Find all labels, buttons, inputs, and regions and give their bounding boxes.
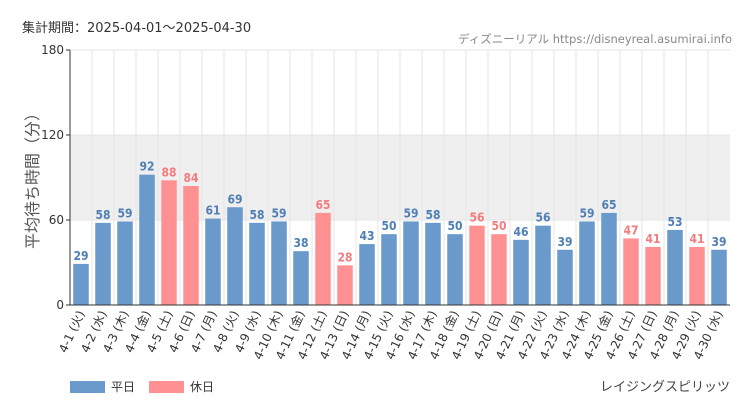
bar (227, 207, 243, 305)
bar (315, 212, 331, 305)
bar-value-label: 65 (315, 198, 330, 212)
bar (139, 174, 155, 305)
bar (95, 222, 111, 305)
bar (161, 180, 177, 305)
bar (469, 225, 485, 305)
bar (271, 221, 287, 305)
bar (623, 238, 639, 305)
bar-value-label: 53 (667, 215, 682, 229)
bar-value-label: 56 (469, 211, 484, 225)
bar-value-label: 28 (337, 250, 352, 264)
bar (601, 212, 617, 305)
chart-bars (73, 174, 727, 305)
chart-value-labels: 29 58 59 92 88 84 61 69 58 59 38 65 28 43 50 59 58 50 56 50… (73, 160, 726, 265)
chart-grid (70, 49, 730, 305)
bar (117, 221, 133, 305)
bar (337, 265, 353, 305)
bar (513, 239, 529, 305)
legend-item-weekday: 平日 (70, 378, 135, 395)
bar-value-label: 39 (711, 235, 726, 249)
bar-value-label: 59 (271, 206, 286, 220)
bar-value-label: 92 (139, 160, 154, 174)
bar (381, 234, 397, 305)
y-axis-ticks: 0 60 120 180 (41, 43, 70, 312)
legend-swatch-holiday (149, 380, 185, 393)
bar-value-label: 59 (403, 206, 418, 220)
bar-value-label: 39 (557, 235, 572, 249)
bar-value-label: 59 (117, 206, 132, 220)
bar (535, 225, 551, 305)
x-axis-ticks: 4-1 (火)4-2 (水)4-3 (木)4-4 (金)4-5 (土)4-6 (… (56, 308, 726, 362)
bar-value-label: 59 (579, 206, 594, 220)
bar (645, 246, 661, 305)
bar (447, 234, 463, 305)
bar-value-label: 58 (95, 208, 110, 222)
chart-axes (69, 50, 730, 306)
bar-value-label: 43 (359, 229, 374, 243)
bar (579, 221, 595, 305)
bar (491, 234, 507, 305)
bar-value-label: 38 (293, 236, 308, 250)
bar (205, 218, 221, 305)
bar-value-label: 50 (491, 219, 506, 233)
bar-value-label: 46 (513, 225, 528, 239)
bar-value-label: 47 (623, 223, 638, 237)
bar-value-label: 84 (183, 171, 199, 185)
bar (711, 249, 727, 305)
bar (249, 222, 265, 305)
bar (73, 263, 89, 305)
y-tick-label: 120 (41, 128, 64, 142)
bar-value-label: 61 (205, 204, 220, 218)
y-tick-label: 180 (41, 43, 64, 57)
bar-value-label: 50 (381, 219, 396, 233)
bar (403, 221, 419, 305)
legend-item-holiday: 休日 (149, 378, 214, 395)
bar-value-label: 58 (249, 208, 264, 222)
bar-value-label: 88 (161, 165, 176, 179)
legend-label-weekday: 平日 (111, 380, 136, 394)
bar-value-label: 69 (227, 192, 242, 206)
bar-value-label: 29 (73, 249, 88, 263)
bar (425, 222, 441, 305)
y-axis-label: 平均待ち時間（分） (23, 105, 42, 249)
bar-value-label: 41 (645, 232, 660, 246)
bar (359, 244, 375, 305)
source-credit: ディズニーリアル https://disneyreal.asumirai.inf… (458, 32, 732, 46)
y-tick-label: 0 (56, 298, 64, 312)
legend-label-holiday: 休日 (190, 380, 215, 394)
bar (689, 246, 705, 305)
bar (183, 186, 199, 305)
legend-swatch-weekday (70, 380, 105, 393)
bar-value-label: 56 (535, 211, 550, 225)
chart-legend: 平日 休日 (70, 378, 214, 395)
attraction-name: レイジングスピリッツ (599, 380, 730, 395)
bar-value-label: 41 (689, 232, 704, 246)
bar-value-label: 58 (425, 208, 440, 222)
bar-value-label: 65 (601, 198, 616, 212)
y-tick-label: 60 (49, 213, 64, 227)
bar-value-label: 50 (447, 219, 462, 233)
period-label: 集計期間：2025-04-01～2025-04-30 (22, 21, 252, 36)
bar (293, 251, 309, 305)
bar (557, 249, 573, 305)
bar (667, 229, 683, 305)
